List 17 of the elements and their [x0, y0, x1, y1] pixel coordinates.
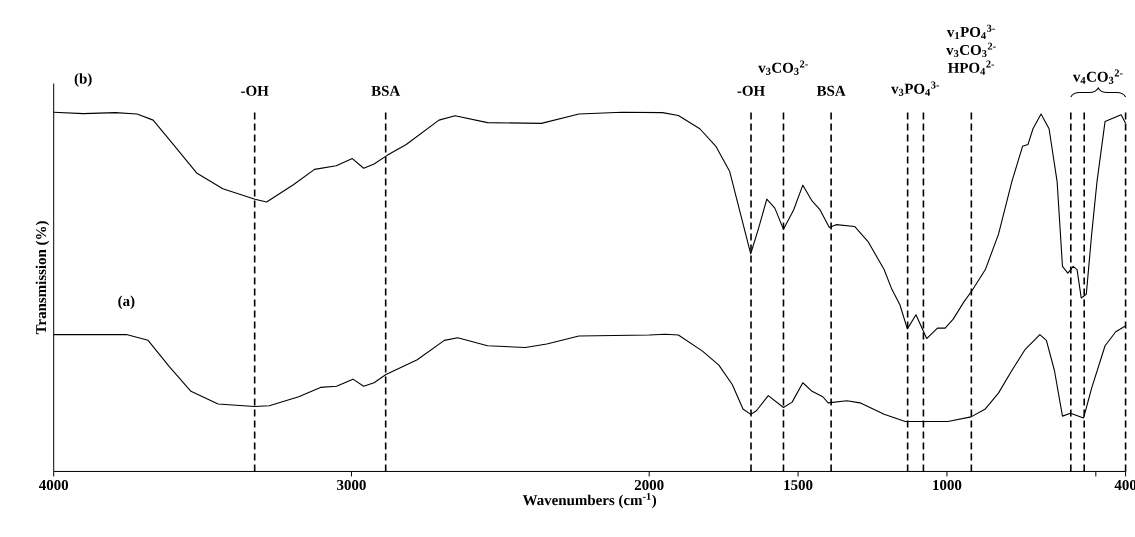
- x-tick-label: 4000: [38, 480, 69, 491]
- ref-line-label: v$_{3}$CO$_{3}$2-: [758, 60, 808, 75]
- ref-line-label: -OH: [737, 85, 765, 96]
- x-axis-title: Wavenumbers (cm$^{-1}$): [522, 492, 657, 509]
- ref-line-label: BSA: [816, 85, 846, 96]
- ref-line-label: BSA: [371, 85, 401, 96]
- ref-line-label: v$_{3}$PO$_{4}$3-: [891, 81, 940, 96]
- series-label: (b): [74, 73, 92, 87]
- text: v$_{1}$PO$_{4}$3- v$_{3}$CO$_{3}$2- HPO$_{4}$2-: [946, 24, 996, 75]
- x-tick-label: 1000: [933, 480, 962, 491]
- x-tick-label: 1500: [784, 480, 813, 491]
- series-label: (a): [118, 295, 135, 310]
- x-tick-label: 2000: [634, 480, 664, 491]
- ref-line-label: v$_{4}$CO$_{3}$2-: [1072, 69, 1123, 84]
- y-axis-title: Transmission (%): [35, 221, 50, 335]
- x-tick-label: 3000: [337, 480, 366, 491]
- ref-line-label: -OH: [241, 85, 269, 96]
